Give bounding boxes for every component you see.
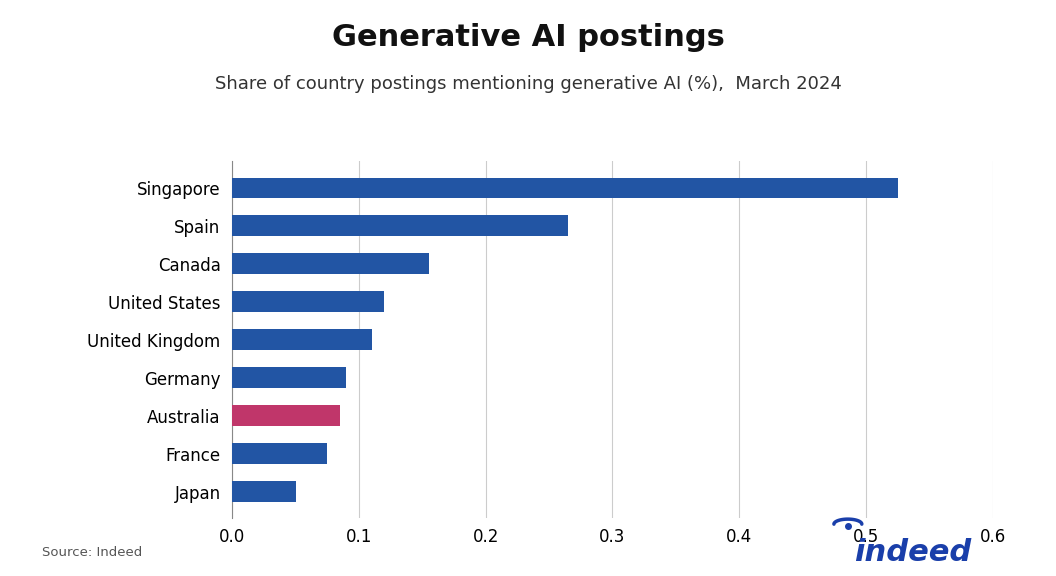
Text: Source: Indeed: Source: Indeed [42,545,143,559]
Bar [232,253,429,274]
Bar [232,482,296,502]
Bar [232,177,898,198]
Text: Share of country postings mentioning generative AI (%),  March 2024: Share of country postings mentioning gen… [214,75,842,93]
Bar [232,329,372,350]
Bar [232,215,568,236]
Bar [232,291,384,312]
Bar [232,406,340,426]
Bar [232,444,327,464]
Bar [232,367,346,388]
Text: Generative AI postings: Generative AI postings [332,23,724,52]
Text: indeed: indeed [853,539,970,567]
